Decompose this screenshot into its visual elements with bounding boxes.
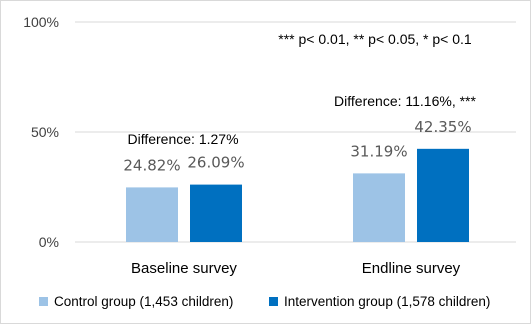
legend-entry-0: Control group (1,453 children) [54,294,233,309]
y-tick-label-100: 100% [23,14,59,30]
x-category-label-0: Baseline survey [131,260,237,277]
bar-series1-cat1 [417,148,469,242]
data-label-series1-cat0: 26.09% [187,154,244,172]
y-tick-label-50: 50% [31,124,59,140]
bar-series1-cat0 [190,184,242,242]
annotation-0: Difference: 1.27% [127,131,238,147]
bar-series0-cat0 [126,187,178,242]
legend-swatch-0 [39,297,48,306]
data-label-series0-cat1: 31.19% [350,142,407,160]
data-label-series0-cat0: 24.82% [123,156,180,174]
data-label-series1-cat1: 42.35% [414,118,471,136]
annotation-1: Difference: 11.16%, *** [334,93,476,109]
y-tick-label-0: 0% [39,234,59,250]
annotation-2: *** p< 0.01, ** p< 0.05, * p< 0.1 [278,31,472,47]
legend-swatch-1 [269,297,278,306]
x-category-label-1: Endline survey [362,260,461,277]
bar-series0-cat1 [353,173,405,242]
legend-entry-1: Intervention group (1,578 children) [284,294,490,309]
